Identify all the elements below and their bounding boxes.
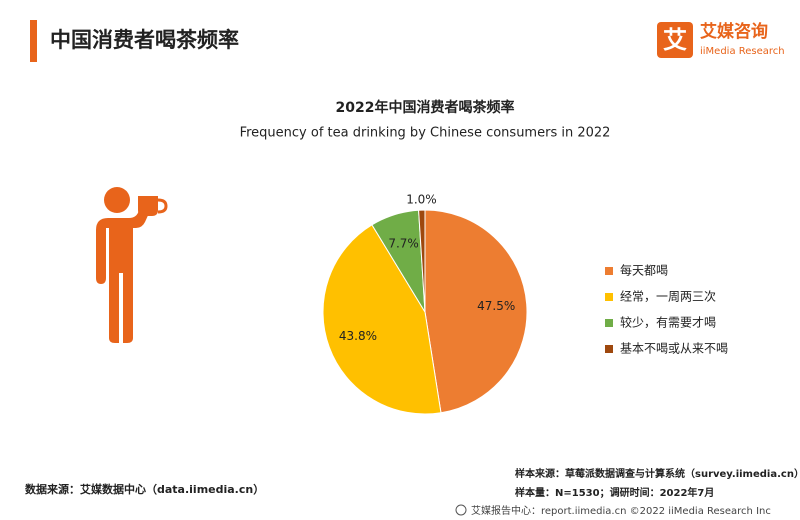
copyright: 艾媒报告中心：report.iimedia.cn ©2022 iiMedia R… bbox=[471, 504, 771, 517]
legend-label: 基本不喝或从来不喝 bbox=[620, 342, 728, 356]
legend-swatch bbox=[605, 345, 613, 353]
chart-title: 2022年中国消费者喝茶频率 bbox=[336, 99, 515, 116]
page-title: 中国消费者喝茶频率 bbox=[50, 28, 239, 52]
logo-icon: 艾 bbox=[663, 26, 687, 54]
legend-swatch bbox=[605, 267, 613, 275]
pie-slice bbox=[322, 224, 442, 415]
legend-swatch bbox=[605, 319, 613, 327]
data-label: 47.5% bbox=[477, 299, 515, 313]
legend-label: 经常，一周两三次 bbox=[620, 290, 716, 304]
logo-icon-bg bbox=[657, 22, 693, 58]
data-label: 7.7% bbox=[388, 236, 419, 250]
sample-source: 样本来源：草莓派数据调查与计算系统（survey.iimedia.cn） bbox=[515, 467, 800, 480]
person-icon bbox=[96, 187, 168, 343]
pie-slice bbox=[418, 209, 426, 313]
logo-cn: 艾媒咨询 bbox=[700, 21, 768, 42]
title-accent bbox=[30, 20, 37, 62]
source: 数据来源：艾媒数据中心（data.iimedia.cn） bbox=[25, 482, 264, 496]
legend-label: 每天都喝 bbox=[620, 263, 668, 278]
chart-subtitle: Frequency of tea drinking by Chinese con… bbox=[240, 126, 611, 141]
logo-en: iiMedia Research bbox=[700, 46, 785, 57]
legend-label: 较少，有需要才喝 bbox=[620, 315, 716, 330]
sample-size: 样本量：N=1530；调研时间：2022年7月 bbox=[515, 486, 714, 499]
pie-slice bbox=[424, 209, 528, 414]
data-label: 1.0% bbox=[406, 192, 437, 206]
data-label: 43.8% bbox=[339, 329, 377, 343]
legend-swatch bbox=[605, 293, 613, 301]
copyright-icon bbox=[455, 504, 467, 516]
